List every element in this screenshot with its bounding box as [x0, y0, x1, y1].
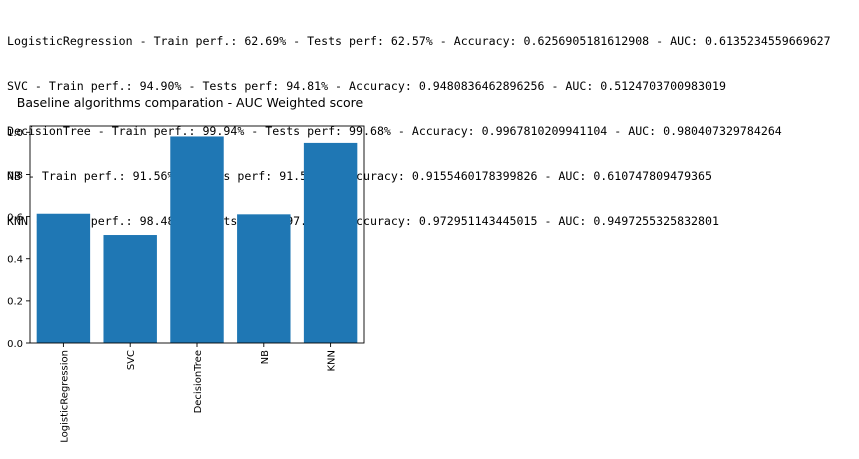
bar	[36, 213, 91, 343]
console-output: LogisticRegression - Train perf.: 62.69%…	[7, 5, 831, 244]
bar	[303, 142, 358, 343]
x-tick-label: DecisionTree	[193, 350, 204, 413]
y-tick-label: 0.8	[7, 170, 23, 181]
x-tick-label: LogisticRegression	[59, 350, 70, 443]
y-tick-label: 1.0	[7, 128, 23, 139]
chart-container: Baseline algorithms comparation - AUC We…	[0, 90, 400, 454]
bar	[237, 214, 291, 343]
bar	[103, 235, 157, 343]
x-tick-label: SVC	[126, 350, 137, 370]
y-tick-label: 0.4	[7, 255, 23, 266]
output-line: DecisionTree - Train perf.: 99.94% - Tes…	[7, 124, 782, 138]
y-tick-label: 0.6	[7, 212, 23, 223]
y-tick-label: 0.2	[7, 297, 23, 308]
x-tick-label: KNN	[327, 350, 338, 372]
output-line: SVC - Train perf.: 94.90% - Tests perf: …	[7, 79, 726, 93]
bar-chart: Baseline algorithms comparation - AUC We…	[7, 95, 365, 443]
output-line: LogisticRegression - Train perf.: 62.69%…	[7, 34, 831, 48]
plot-area: 0.0 0.2 0.4 0.6 0.8 1.0 LogisticRegression SVC D…	[7, 125, 365, 443]
y-tick-label: 0.0	[7, 339, 23, 350]
bar	[170, 136, 224, 343]
output-line: KNN - Train perf.: 98.48% - Tests perf: …	[7, 214, 719, 228]
x-tick-label: NB	[260, 350, 271, 364]
output-line: NB - Train perf.: 91.56% - Tests perf: 9…	[7, 169, 712, 183]
chart-title: Baseline algorithms comparation - AUC We…	[17, 95, 364, 110]
